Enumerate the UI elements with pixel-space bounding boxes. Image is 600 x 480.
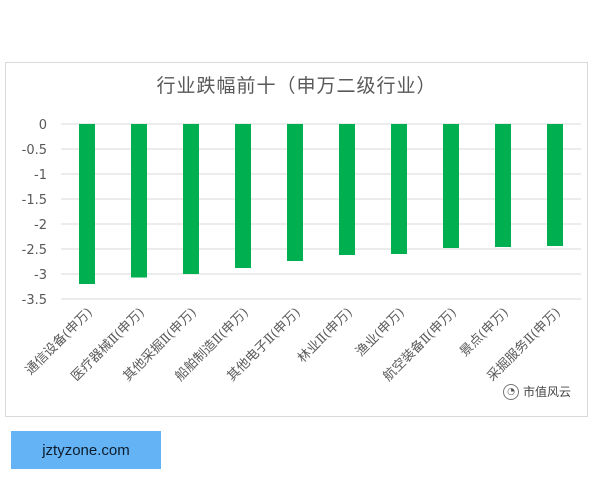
watermark: ◔ 市值风云	[503, 383, 571, 400]
bar	[131, 124, 147, 278]
x-tick-label: 林业Ⅱ(申万)	[295, 305, 356, 366]
y-tick-label: -2	[34, 218, 47, 233]
y-tick-label: -3.5	[22, 293, 47, 308]
bar	[235, 124, 251, 268]
x-tick-label: 渔业(申万)	[353, 305, 408, 360]
bar	[339, 124, 355, 255]
bar	[495, 124, 511, 247]
bar	[391, 124, 407, 254]
x-tick-label: 景点(申万)	[457, 305, 512, 360]
site-badge: jztyzone.com	[11, 431, 161, 469]
chat-bubble-icon: ◔	[503, 383, 519, 400]
chart-frame: 行业跌幅前十（申万二级行业） 0 -0.5 -1 -1.5 -2 -2.5 -3 -3.5 通信…	[5, 62, 588, 417]
bar-chart: 0-0.5-1-1.5-2-2.5-3-3.5通信设备(申万)医疗器械Ⅱ(申万)…	[22, 118, 581, 384]
chart-title: 行业跌幅前十（申万二级行业）	[156, 75, 437, 97]
bar	[547, 124, 563, 246]
y-tick-label: -1.5	[22, 193, 47, 208]
y-tick-label: -0.5	[22, 143, 47, 158]
y-tick-label: -2.5	[22, 243, 47, 258]
bar	[79, 124, 95, 284]
bar	[443, 124, 459, 248]
watermark-text: 市值风云	[523, 385, 572, 399]
bar	[287, 124, 303, 261]
y-tick-label: -1	[34, 168, 47, 183]
y-tick-label: 0	[39, 118, 47, 133]
y-tick-label: -3	[34, 268, 47, 283]
bar	[183, 124, 199, 274]
